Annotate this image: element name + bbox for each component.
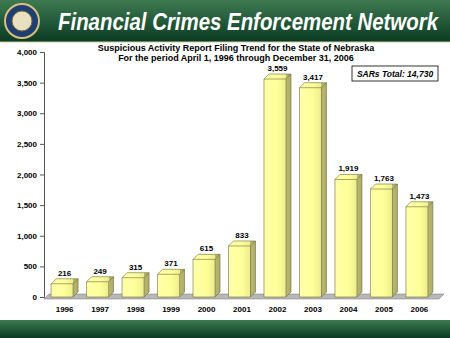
y-tick: 0 [33, 293, 44, 302]
y-tick: 3,500 [17, 79, 44, 88]
y-tick: 2,500 [17, 140, 44, 149]
data-label: 833 [235, 231, 249, 240]
x-tick: 2005 [375, 305, 393, 314]
x-tick: 2003 [304, 305, 322, 314]
y-tick-mark [40, 175, 44, 176]
data-label: 615 [200, 244, 214, 253]
y-tick-mark [40, 266, 44, 267]
bar-edge [51, 279, 78, 297]
seal-inner [12, 11, 32, 31]
y-tick-mark [40, 236, 44, 237]
y-tick: 2,000 [17, 171, 44, 180]
bar [370, 184, 397, 297]
bar [229, 241, 256, 297]
bar [193, 254, 220, 297]
y-axis: 0 500 1,000 1,500 2,000 2,500 3,000 3,500 4,000 [17, 48, 45, 302]
annotation: SARs Total: 14,730 [357, 69, 433, 79]
data-label: 1,473 [409, 192, 430, 201]
y-tick-mark [40, 52, 44, 53]
bar [299, 83, 326, 297]
data-label: 3,417 [303, 73, 324, 82]
x-tick: 2004 [340, 305, 358, 314]
y-tick: 3,000 [17, 109, 44, 118]
x-tick-label: 1996 [56, 305, 74, 314]
bar [335, 174, 362, 297]
data-label: 315 [129, 263, 143, 272]
background [0, 0, 450, 338]
y-tick-label: 0 [33, 293, 38, 302]
data-label: 371 [164, 259, 178, 268]
x-tick: 1999 [162, 305, 180, 314]
data-label: 216 [58, 269, 72, 278]
bar [406, 202, 433, 297]
bar-edge [158, 269, 185, 297]
x-tick-label: 2005 [375, 305, 393, 314]
bars [51, 74, 433, 297]
x-tick: 2006 [411, 305, 429, 314]
bar-edge [122, 273, 149, 297]
y-tick: 4,000 [17, 48, 44, 57]
chart-title: Suspicious Activity Report Filing Trend … [98, 43, 376, 53]
x-tick: 1997 [91, 305, 109, 314]
y-tick: 1,000 [17, 232, 44, 241]
y-tick-mark [40, 83, 44, 84]
x-tick: 1998 [127, 305, 145, 314]
x-tick: 2000 [198, 305, 216, 314]
footer-band [0, 320, 450, 338]
x-tick-label: 1997 [91, 305, 109, 314]
x-tick: 2002 [269, 305, 287, 314]
data-label: 1,763 [374, 174, 395, 183]
x-tick: 2001 [233, 305, 251, 314]
x-tick-label: 2001 [233, 305, 251, 314]
bar-edge [87, 277, 114, 297]
y-tick-label: 3,500 [17, 79, 38, 88]
bar [51, 279, 78, 297]
data-label: 1,919 [338, 164, 359, 173]
x-tick-label: 2003 [304, 305, 322, 314]
bar-edge [264, 74, 291, 297]
data-labels: 216 249 315 371 615 833 3,559 3,417 1,919 1,763 1,… [58, 64, 430, 278]
bar-edge [406, 202, 433, 297]
y-tick-mark [40, 205, 44, 206]
annotation-box [352, 66, 438, 81]
y-tick-mark [40, 297, 44, 298]
y-tick-label: 1,500 [17, 201, 38, 210]
x-axis: 1996 1997 1998 1999 2000 2001 2002 2003 2004 2005… [56, 305, 429, 314]
x-tick-label: 1999 [162, 305, 180, 314]
y-tick: 1,500 [17, 201, 44, 210]
seal [5, 4, 39, 38]
data-label: 249 [93, 267, 107, 276]
bar-edge [193, 254, 220, 297]
bar-edge [299, 83, 326, 297]
x-tick: 1996 [56, 305, 74, 314]
chart-svg: Financial Crimes Enforcement Network Susp… [0, 0, 450, 338]
x-tick-label: 1998 [127, 305, 145, 314]
y-tick-mark [40, 113, 44, 114]
y-tick-label: 2,500 [17, 140, 38, 149]
bar [158, 269, 185, 297]
y-tick-label: 2,000 [17, 171, 38, 180]
bar-edges [51, 74, 433, 297]
y-tick-label: 4,000 [17, 48, 38, 57]
y-axis-line [40, 53, 45, 298]
bar [122, 273, 149, 297]
y-tick-mark [40, 144, 44, 145]
header-title: Financial Crimes Enforcement Network [58, 9, 439, 35]
y-tick-label: 3,000 [17, 109, 38, 118]
bar-edge [335, 174, 362, 297]
x-tick-label: 2000 [198, 305, 216, 314]
bar [87, 277, 114, 297]
y-tick-label: 500 [24, 262, 38, 271]
chart-subtitle: For the period April 1, 1996 through Dec… [118, 53, 354, 63]
x-tick-label: 2006 [411, 305, 429, 314]
bar-edge [370, 184, 397, 297]
x-tick-label: 2004 [340, 305, 358, 314]
y-tick-label: 1,000 [17, 232, 38, 241]
banner [0, 0, 450, 42]
bar [264, 74, 291, 297]
bar-edge [229, 241, 256, 297]
data-label: 3,559 [267, 64, 288, 73]
x-tick-label: 2002 [269, 305, 287, 314]
y-tick: 500 [24, 262, 44, 271]
